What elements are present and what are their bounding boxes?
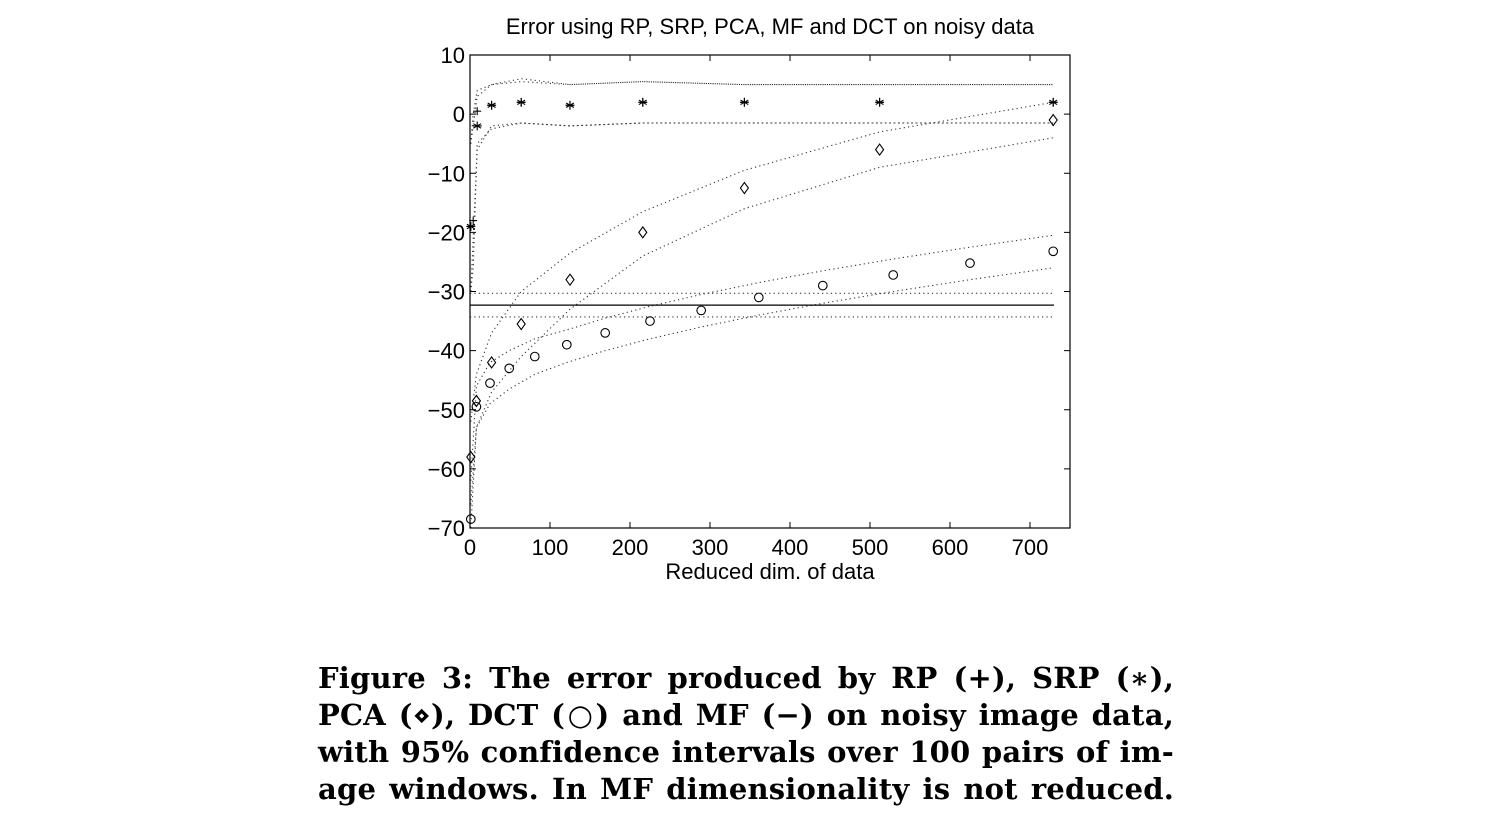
y-tick-label: −40	[428, 339, 465, 364]
circle-marker	[753, 292, 764, 303]
y-tick-label: 0	[453, 102, 465, 127]
x-tick-label: 300	[692, 535, 729, 560]
star-marker	[472, 121, 482, 131]
y-tick-label: −70	[428, 516, 465, 541]
y-tick-label: −30	[428, 280, 465, 305]
y-tick-label: −50	[428, 398, 465, 423]
ci-line-0-ci_upper	[470, 81, 1054, 144]
diamond-marker	[874, 143, 885, 157]
x-tick-label: 100	[532, 535, 569, 560]
star-marker	[565, 100, 575, 110]
circle-marker	[504, 363, 515, 374]
ci-line-3-ci_lower	[470, 267, 1054, 529]
confidence-intervals	[470, 78, 1054, 529]
plus-marker	[473, 107, 482, 116]
circle-marker	[600, 328, 611, 338]
ci-line-2-ci_lower	[470, 137, 1054, 505]
star-marker	[516, 97, 526, 107]
y-tick-label: −10	[428, 161, 465, 186]
x-tick-label: 400	[772, 535, 809, 560]
y-axis: −70 −60 −50 −40 −30 −20 −10 0 10	[428, 43, 1070, 541]
y-tick-label: −60	[428, 457, 465, 482]
circle-marker	[529, 351, 540, 362]
ci-line-3-ci_upper	[470, 234, 1054, 481]
ci-line-1-ci_lower	[470, 122, 1054, 292]
chart-title: Error using RP, SRP, PCA, MF and DCT on …	[506, 14, 1035, 39]
star-marker	[875, 97, 885, 107]
ci-line-1-ci_upper	[470, 78, 1054, 144]
x-tick-label: 700	[1012, 535, 1049, 560]
caption-line-2: PCA (⋄), DCT (○) and MF (−) on noisy ima…	[318, 698, 1174, 732]
diamond-marker	[471, 394, 482, 408]
x-tick-label: 500	[852, 535, 889, 560]
x-axis-label: Reduced dim. of data	[665, 559, 875, 584]
circle-marker	[471, 401, 482, 412]
chart: Error using RP, SRP, PCA, MF and DCT on …	[428, 14, 1071, 584]
x-axis: 0 100 200 300 400 500 600 700	[464, 55, 1048, 560]
star-marker	[466, 221, 476, 231]
diamond-marker	[1048, 113, 1058, 127]
figure-caption: Figure 3: The error produced by RP (+), …	[318, 660, 1174, 808]
circle-marker	[1048, 246, 1059, 257]
circle-marker	[817, 280, 828, 291]
data-markers	[465, 97, 1059, 524]
circle-marker	[465, 514, 476, 524]
caption-line-3: with 95% confidence intervals over 100 p…	[318, 735, 1174, 769]
circle-marker	[888, 270, 899, 280]
diamond-marker	[516, 317, 526, 331]
diamond-marker	[486, 356, 497, 369]
diamond-marker	[565, 273, 575, 287]
star-marker	[739, 97, 749, 107]
x-tick-label: 0	[464, 535, 476, 560]
circle-marker	[696, 305, 707, 316]
caption-line-1: Figure 3: The error produced by RP (+), …	[318, 661, 1174, 695]
caption-line-4: age windows. In MF dimensionality is not…	[318, 772, 1174, 806]
ci-line-0-ci_lower	[470, 122, 1054, 292]
diamond-marker	[466, 450, 476, 464]
diamond-marker	[638, 225, 648, 239]
circle-marker	[485, 378, 495, 388]
diamond-marker	[739, 181, 750, 195]
circle-marker	[561, 339, 572, 350]
plot-area	[465, 54, 1071, 529]
x-tick-label: 200	[612, 535, 649, 560]
star-marker	[487, 100, 497, 110]
plot-frame	[469, 54, 1071, 529]
ci-line-2-ci_upper	[470, 101, 1054, 422]
y-tick-label: 10	[441, 43, 465, 68]
circle-marker	[645, 316, 655, 326]
star-marker	[638, 97, 648, 107]
x-tick-label: 600	[932, 535, 969, 560]
star-marker	[1048, 97, 1058, 107]
y-tick-label: −20	[428, 220, 465, 245]
circle-marker	[965, 258, 975, 268]
